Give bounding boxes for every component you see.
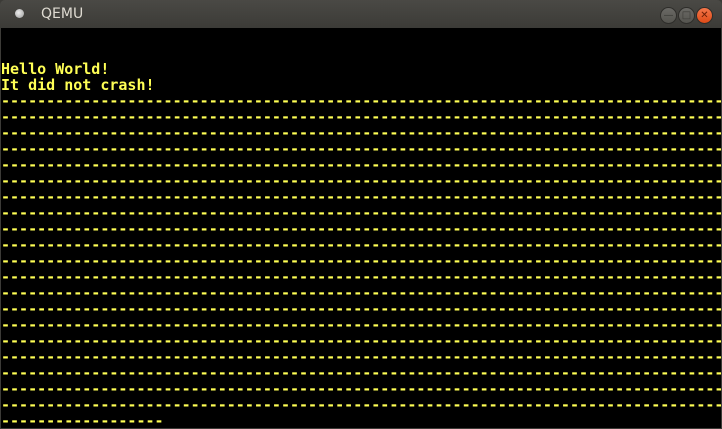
screen-line — [1, 28, 721, 44]
screen-line: ----------------------------------------… — [1, 252, 721, 270]
screen-line: ----------------------------------------… — [1, 268, 721, 286]
screen-line: ----------------------------------------… — [1, 284, 721, 302]
screen-line: It did not crash! — [1, 76, 155, 94]
screen-line: ----------------------------------------… — [1, 364, 721, 382]
close-icon[interactable]: ✕ — [696, 7, 713, 24]
screen-line: ----------------------------------------… — [1, 108, 721, 126]
screen-line: ----------------------------------------… — [1, 348, 721, 366]
screen-line: ----------------------------------------… — [1, 140, 721, 158]
screen-line: ----------------------------------------… — [1, 204, 721, 222]
title-bar[interactable]: QEMU — □ ✕ — [0, 0, 722, 28]
screen-line: ----------------------------------------… — [1, 188, 721, 206]
screen-line: ----------------------------------------… — [1, 156, 721, 174]
screen-line: ----------------------------------------… — [1, 396, 721, 414]
screen-line: ----------------------------------------… — [1, 92, 721, 110]
vga-text-screen[interactable]: Hello World! It did not crash! -----------… — [1, 28, 721, 428]
maximize-icon[interactable]: □ — [678, 7, 695, 24]
app-icon[interactable] — [15, 9, 24, 18]
screen-line: ----------------------------------------… — [1, 172, 721, 190]
screen-line: ------------------ — [1, 412, 164, 428]
screen-line: ----------------------------------------… — [1, 300, 721, 318]
screen-line: ----------------------------------------… — [1, 332, 721, 350]
screen-line: ----------------------------------------… — [1, 220, 721, 238]
screen-line — [1, 44, 721, 60]
screen-line: ----------------------------------------… — [1, 124, 721, 142]
screen-line: Hello World! — [1, 60, 110, 78]
minimize-icon[interactable]: — — [660, 7, 677, 24]
screen-line: ----------------------------------------… — [1, 316, 721, 334]
screen-line: ----------------------------------------… — [1, 380, 721, 398]
screen-line: ----------------------------------------… — [1, 236, 721, 254]
window-title: QEMU — [41, 6, 84, 22]
